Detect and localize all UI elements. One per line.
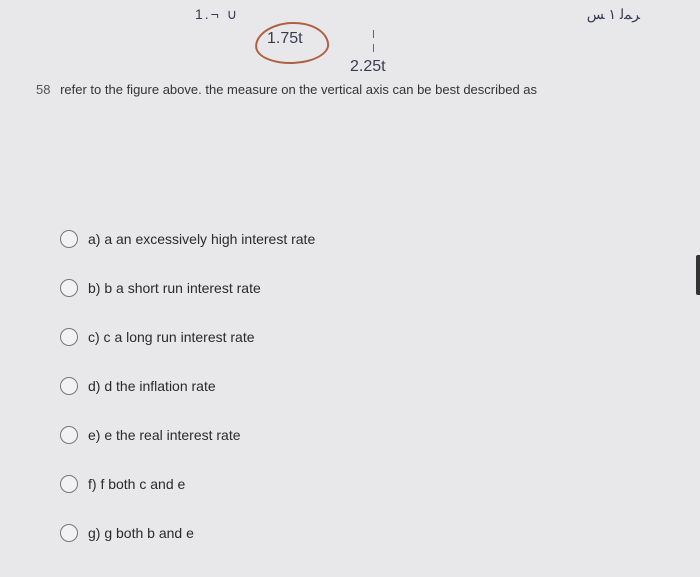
- quiz-page: 1.¬ ∪ ﺮﻤﻟ ١ ﺲ 1.75t 2.25t 58 refer to th…: [0, 0, 700, 577]
- circled-value: 1.75t: [267, 30, 303, 48]
- option-e[interactable]: e) e the real interest rate: [60, 426, 315, 444]
- option-c[interactable]: c) c a long run interest rate: [60, 328, 315, 346]
- radio-g[interactable]: [60, 524, 78, 542]
- option-label-a: a) a an excessively high interest rate: [88, 231, 315, 247]
- option-label-b: b) b a short run interest rate: [88, 280, 261, 296]
- question-body: refer to the figure above. the measure o…: [60, 82, 537, 97]
- right-edge-sliver: [696, 255, 700, 295]
- secondary-annotation: 2.25t: [350, 58, 386, 76]
- options-list: a) a an excessively high interest rate b)…: [60, 230, 315, 573]
- radio-c[interactable]: [60, 328, 78, 346]
- option-label-e: e) e the real interest rate: [88, 427, 241, 443]
- radio-f[interactable]: [60, 475, 78, 493]
- option-label-d: d) d the inflation rate: [88, 378, 216, 394]
- option-b[interactable]: b) b a short run interest rate: [60, 279, 315, 297]
- option-label-f: f) f both c and e: [88, 476, 185, 492]
- option-d[interactable]: d) d the inflation rate: [60, 377, 315, 395]
- option-g[interactable]: g) g both b and e: [60, 524, 315, 542]
- tick-mark-upper: [373, 30, 374, 38]
- radio-d[interactable]: [60, 377, 78, 395]
- option-label-c: c) c a long run interest rate: [88, 329, 255, 345]
- question-text: 58 refer to the figure above. the measur…: [36, 82, 670, 99]
- radio-b[interactable]: [60, 279, 78, 297]
- option-label-g: g) g both b and e: [88, 525, 194, 541]
- handwriting-top-right: ﺮﻤﻟ ١ ﺲ: [587, 6, 640, 23]
- tick-mark-lower: [373, 44, 374, 52]
- option-a[interactable]: a) a an excessively high interest rate: [60, 230, 315, 248]
- question-number: 58: [36, 82, 50, 97]
- radio-e[interactable]: [60, 426, 78, 444]
- option-f[interactable]: f) f both c and e: [60, 475, 315, 493]
- circled-annotation: 1.75t: [255, 22, 325, 60]
- radio-a[interactable]: [60, 230, 78, 248]
- handwriting-top-left: 1.¬ ∪: [195, 6, 239, 23]
